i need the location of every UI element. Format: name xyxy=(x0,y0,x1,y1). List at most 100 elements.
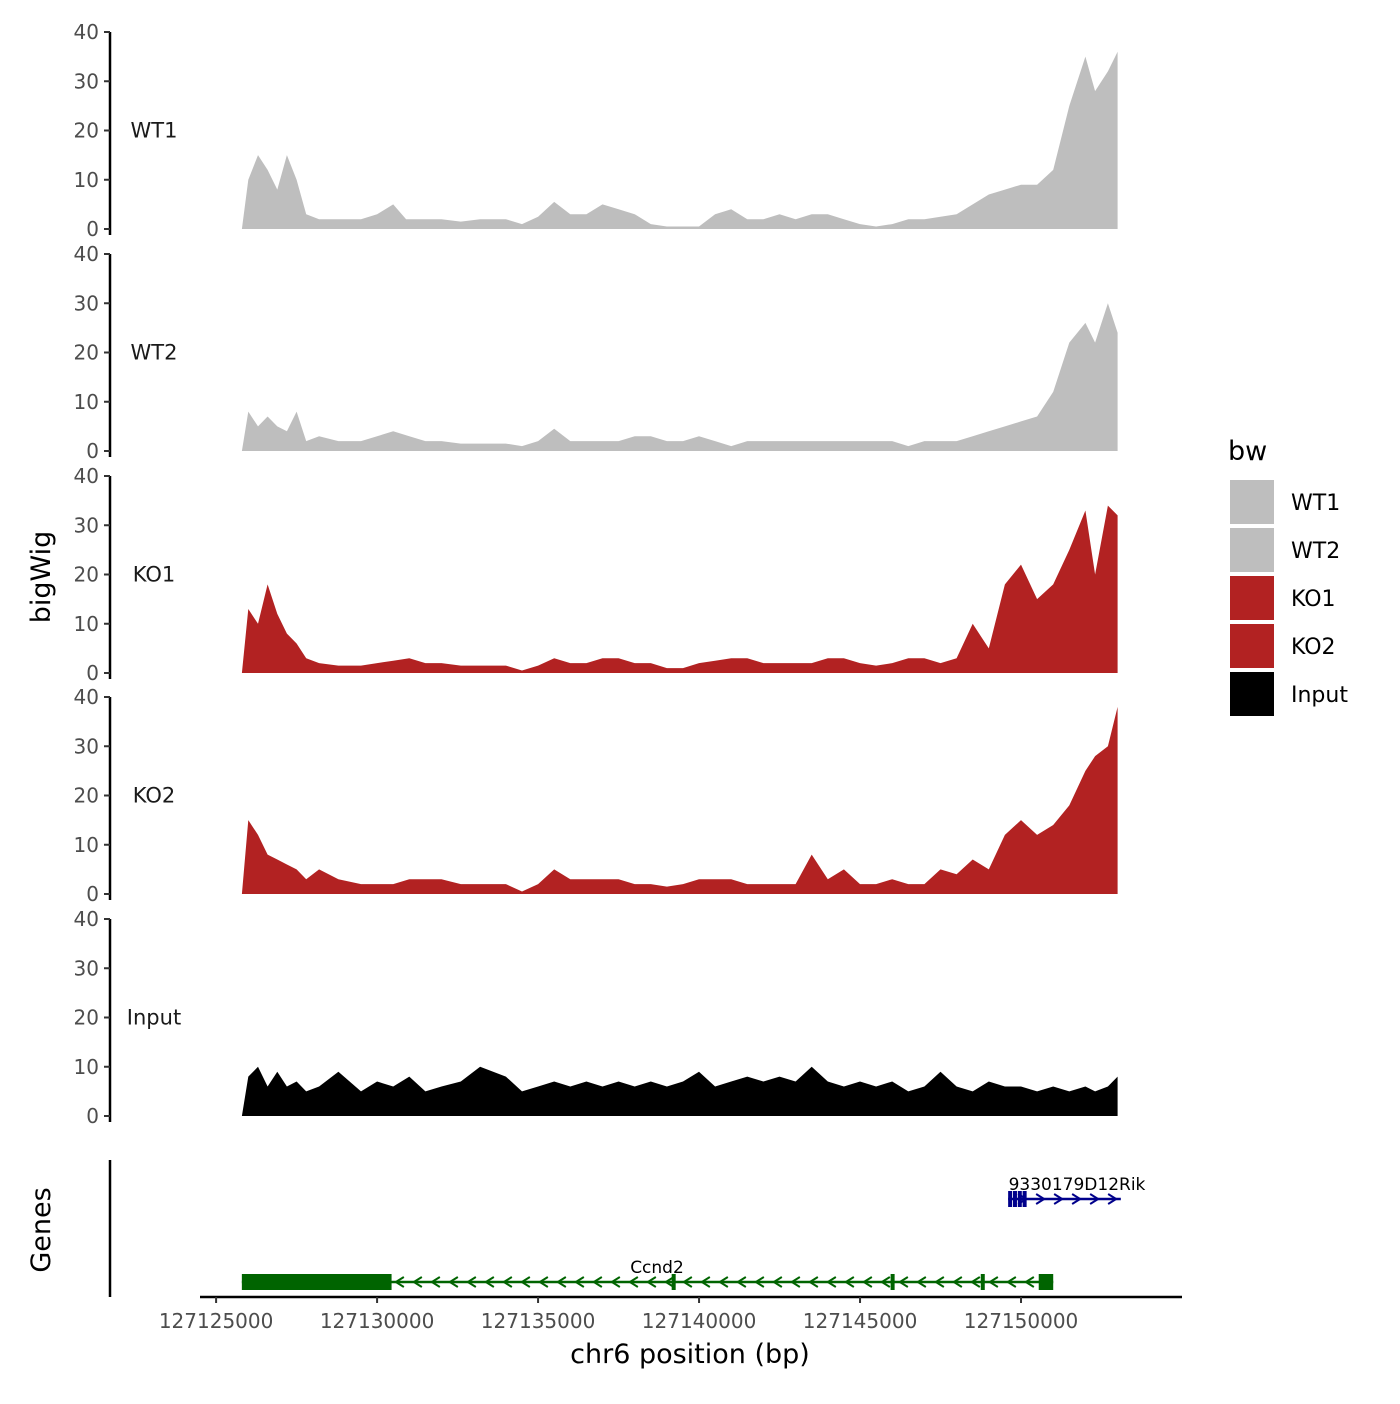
strand-chevron xyxy=(393,1276,405,1288)
exon-block xyxy=(1022,1191,1027,1207)
gene-ccnd2: Ccnd2 xyxy=(241,1258,1054,1290)
signal-area-wt1 xyxy=(241,51,1118,230)
strand-chevron xyxy=(1071,1193,1083,1205)
track-ko1: 0 10 20 30 40 KO1 xyxy=(74,464,1118,685)
strand-chevron xyxy=(897,1276,909,1288)
strand-chevron xyxy=(555,1276,567,1288)
strand-chevron xyxy=(681,1276,693,1288)
gene-9330179d12rik: 9330179D12Rik xyxy=(1008,1175,1146,1207)
strand-chevron xyxy=(879,1276,891,1288)
y-tick-label: 40 xyxy=(74,907,99,931)
x-tick-label: 127135000 xyxy=(481,1309,596,1333)
y-tick-label: 10 xyxy=(74,1055,99,1079)
y-tick-label: 10 xyxy=(74,833,99,857)
signal-area-input xyxy=(241,1066,1118,1116)
strand-chevron xyxy=(951,1276,963,1288)
y-tick-label: 0 xyxy=(86,661,99,685)
legend-label-wt2: WT2 xyxy=(1291,539,1340,564)
x-tick-label: 127140000 xyxy=(642,1309,757,1333)
strand-chevron xyxy=(987,1276,999,1288)
legend-label-wt1: WT1 xyxy=(1291,491,1340,516)
y-axis-title: bigWig xyxy=(26,531,57,624)
strand-chevron xyxy=(717,1276,729,1288)
exon-block xyxy=(980,1274,985,1290)
strand-chevron xyxy=(447,1276,459,1288)
strand-chevron xyxy=(1053,1193,1065,1205)
y-tick-label: 20 xyxy=(74,341,99,365)
y-tick-label: 10 xyxy=(74,168,99,192)
legend-swatch-wt2 xyxy=(1230,528,1274,572)
track-label-ko1: KO1 xyxy=(133,563,176,587)
strand-chevron xyxy=(843,1276,855,1288)
y-tick-label: 0 xyxy=(86,439,99,463)
exon-block xyxy=(1038,1274,1054,1290)
track-wt2: 0 10 20 30 40 WT2 xyxy=(74,242,1118,463)
strand-chevron xyxy=(663,1276,675,1288)
x-tick-label: 127125000 xyxy=(159,1309,274,1333)
track-panels: 0 10 20 30 40 WT1 0 10 20 30 40 WT2 0 10 20 30 40 KO1 0 10 2… xyxy=(74,20,1118,1128)
track-label-wt1: WT1 xyxy=(131,119,178,143)
x-axis-title: chr6 position (bp) xyxy=(570,1339,810,1370)
strand-chevron xyxy=(1089,1193,1101,1205)
y-tick-label: 30 xyxy=(74,69,99,93)
strand-chevron xyxy=(627,1276,639,1288)
y-tick-label: 20 xyxy=(74,784,99,808)
exon-block xyxy=(1008,1191,1013,1207)
strand-chevron xyxy=(1005,1276,1017,1288)
strand-chevron xyxy=(501,1276,513,1288)
strand-chevron xyxy=(735,1276,747,1288)
legend-title: bw xyxy=(1228,436,1267,467)
legend-swatch-wt1 xyxy=(1230,480,1274,524)
strand-chevron xyxy=(825,1276,837,1288)
strand-chevron xyxy=(429,1276,441,1288)
strand-chevron xyxy=(915,1276,927,1288)
exon-block xyxy=(1017,1191,1022,1207)
y-tick-label: 10 xyxy=(74,390,99,414)
strand-chevron xyxy=(789,1276,801,1288)
strand-chevron xyxy=(465,1276,477,1288)
legend-swatch-ko1 xyxy=(1230,576,1274,620)
gene-track-title: Genes xyxy=(26,1187,57,1272)
strand-chevron xyxy=(753,1276,765,1288)
y-tick-label: 0 xyxy=(86,1104,99,1128)
track-label-ko2: KO2 xyxy=(133,784,176,808)
strand-chevron xyxy=(861,1276,873,1288)
strand-chevron xyxy=(483,1276,495,1288)
y-tick-label: 10 xyxy=(74,612,99,636)
signal-area-ko1 xyxy=(241,505,1118,673)
y-tick-label: 20 xyxy=(74,563,99,587)
legend-swatch-input xyxy=(1230,672,1274,716)
track-label-wt2: WT2 xyxy=(131,341,178,365)
strand-chevron xyxy=(771,1276,783,1288)
y-tick-label: 30 xyxy=(74,513,99,537)
y-tick-label: 40 xyxy=(74,20,99,44)
y-tick-label: 40 xyxy=(74,242,99,266)
strand-chevron xyxy=(1107,1193,1119,1205)
legend-label-ko2: KO2 xyxy=(1291,635,1336,660)
strand-chevron xyxy=(645,1276,657,1288)
strand-chevron xyxy=(609,1276,621,1288)
strand-chevron xyxy=(573,1276,585,1288)
strand-chevron xyxy=(1023,1276,1035,1288)
exon-block xyxy=(241,1274,392,1290)
x-axis: 127125000 127130000 127135000 127140000 1271… xyxy=(159,1295,1182,1333)
legend-swatch-ko2 xyxy=(1230,624,1274,668)
exon-block xyxy=(890,1274,895,1290)
y-tick-label: 30 xyxy=(74,956,99,980)
strand-chevron xyxy=(591,1276,603,1288)
exon-block xyxy=(1012,1191,1017,1207)
strand-chevron xyxy=(1035,1193,1047,1205)
y-tick-label: 30 xyxy=(74,734,99,758)
gene-track-panel: Ccnd2 9330179D12Rik xyxy=(108,1160,1146,1297)
gene-label: 9330179D12Rik xyxy=(1009,1175,1146,1195)
strand-chevron xyxy=(519,1276,531,1288)
x-tick-label: 127150000 xyxy=(964,1309,1079,1333)
track-ko2: 0 10 20 30 40 KO2 xyxy=(74,685,1118,906)
legend: bw WT1 WT2 KO1 KO2 Input xyxy=(1228,436,1348,716)
strand-chevron xyxy=(411,1276,423,1288)
y-tick-label: 20 xyxy=(74,119,99,143)
strand-chevron xyxy=(699,1276,711,1288)
track-wt1: 0 10 20 30 40 WT1 xyxy=(74,20,1118,241)
exon-block xyxy=(671,1274,676,1290)
